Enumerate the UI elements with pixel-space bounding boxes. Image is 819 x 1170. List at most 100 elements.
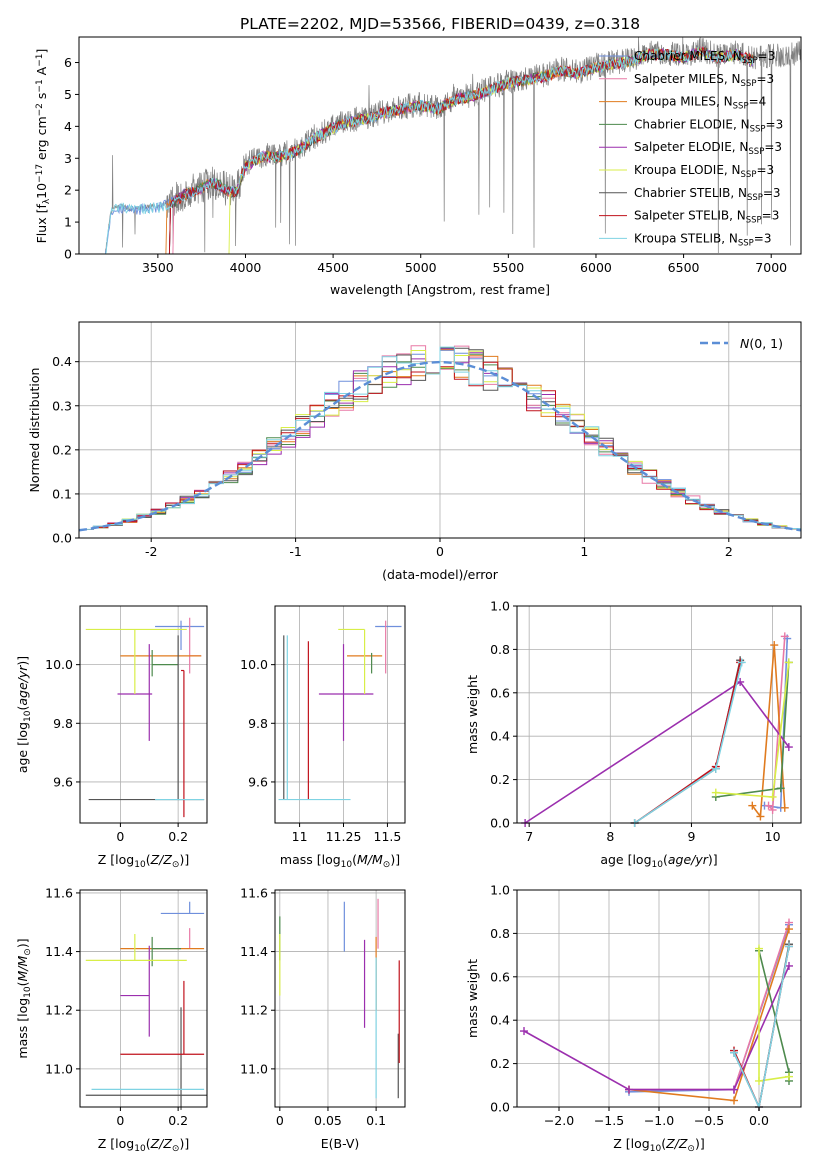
legend-label-base: Kroupa ELODIE, N [634,163,741,177]
frame-age-weight: 7 8 9 10 0.0 0.2 0.4 0.6 0.8 1.0 [490,599,802,844]
label-part: ⊙ [23,948,33,956]
label-part: −17 [35,164,45,183]
tick-label-x: −2.0 [544,1113,574,1128]
label-part: ⊙ [687,1144,695,1154]
tick-label-x: −1.5 [594,1113,624,1128]
weight-line-8 [634,662,743,824]
y-axis-label: mass weight [465,675,480,754]
tick-label-x: 0.2 [168,829,188,844]
tick-label-y: 0 [64,247,72,262]
label-part: 10 [652,860,664,870]
label-part: wavelength [Angstrom, rest frame] [330,282,550,297]
legend-label-base: Kroupa MILES, N [634,95,733,109]
label-part: Flux [f [34,204,49,244]
tick-label-x: 0.05 [314,1113,342,1128]
legend-label-sub: SSP [748,147,764,157]
tick-label-y: 11.6 [45,885,73,900]
tick-label-y: 11.2 [45,1003,73,1018]
tick-label-y: 11.2 [240,1003,268,1018]
label-part: 10 [134,860,146,870]
legend-label-args: (0, 1) [749,336,783,351]
tick-label-x: 0 [276,1113,284,1128]
tick-label-x: 0.1 [366,1113,386,1128]
label-part: )] [179,852,189,867]
frame-spectrum: 3500 4000 4500 5000 5500 6000 6500 7000 0 1 2 3 4 5 6 [64,36,802,275]
tick-label-y: 0.4 [52,354,72,369]
axes-z-age: 0 0.29.69.810.0Z [log10(Z/Z⊙)]age [log10(… [15,605,208,870]
x-axis-label: mass [log10(M/M⊙)] [280,852,400,870]
label-part: Z/Z [665,1136,688,1151]
tick-label-y: 0.2 [490,1056,510,1071]
tick-label-y: 2 [64,183,72,198]
plot-area-mass-age [278,620,402,801]
tick-label-x: 9 [687,829,695,844]
label-part: ( [15,706,30,711]
model-line-7 [168,47,754,255]
label-part: 10 [134,1144,146,1154]
label-part: 10 [23,710,33,722]
label-part: 10 [23,986,33,998]
x-axis-label: Z [log10(Z/Z⊙)] [98,852,189,870]
tick-label-x: 0 [436,544,444,559]
label-part: ( [352,852,357,867]
legend-label-sub: SSP [741,78,757,88]
legend-label-sub: SSP [738,238,754,248]
tick-label-x: 0 [116,829,124,844]
label-part: −1 [35,54,45,67]
tick-label-x: 5500 [492,260,524,275]
axes-frame [79,605,208,824]
tick-label-x: -2 [145,544,157,559]
tick-label-x: 6500 [668,260,700,275]
label-part: Z [log [98,1136,134,1151]
frame-residuals: -2 -1 0 1 2 0.0 0.1 0.2 0.3 0.4 [52,321,802,559]
legend-label-base: Kroupa STELIB, N [634,231,738,245]
axes-ebv-mass: 0 0.05 0.1 11.0 11.2 11.4 11.6 E(B-V) [240,885,406,1151]
y-axis-label: age [log10(age/yr)] [15,656,33,773]
tick-label-y: 3 [64,151,72,166]
y-axis-label: mass [log10(M/M⊙)] [15,938,33,1058]
tick-label-y: 4 [64,119,72,134]
legend-label-sub: SSP [733,101,749,111]
legend-label-tail: =3 [758,49,776,63]
tick-label-y: 0.2 [52,442,72,457]
label-part: ( [146,1136,151,1151]
legend-label-base: Salpeter ELODIE, N [634,140,748,154]
tick-label-y: 0.2 [490,772,510,787]
legend-label-tail: =3 [764,140,782,154]
tick-label-x: 11 [292,829,308,844]
tick-label-y: 0.4 [490,729,510,744]
legend-label-tail: =3 [756,72,774,86]
legend-label: Kroupa ELODIE, NSSP=3 [634,163,774,180]
tick-label-y: 0.6 [490,969,510,984]
tick-label-y: 9.6 [248,774,268,789]
model-line-8 [104,47,754,255]
legend-label-tail: =3 [763,186,781,200]
legend-label-tail: =3 [756,163,774,177]
tick-label-y: 1.0 [490,599,510,614]
tick-label-y: 10.0 [240,657,268,672]
tick-label-y: 1 [64,215,72,230]
tick-label-x: 4500 [317,260,349,275]
legend-label-tail: =3 [762,209,780,223]
label-part: mass weight [465,959,480,1038]
legend-label: N(0, 1) [740,336,783,351]
legend-label-sub: SSP [741,170,757,180]
axes-frame [516,605,802,824]
tick-label-y: 5 [64,87,72,102]
label-part: )] [390,852,400,867]
tick-label-y: 0.8 [490,642,510,657]
tick-label-y: 11.4 [240,944,268,959]
label-part: ⊙ [172,860,180,870]
tick-label-y: 1.0 [490,883,510,898]
legend-label: Salpeter ELODIE, NSSP=3 [634,140,782,157]
tick-label-x: 7 [525,829,533,844]
y-axis-label: Flux [fλ10−17 erg cm−2 s−1 A−1] [34,49,52,244]
label-part: age/yr [668,852,709,867]
tick-label-y: 0.8 [490,926,510,941]
tick-label-x: 4000 [230,260,262,275]
tick-label-y: 0.0 [490,1100,510,1115]
label-part: 10 [34,183,49,199]
tick-label-y: 0.1 [52,486,72,501]
tick-label-y: 0.6 [490,685,510,700]
